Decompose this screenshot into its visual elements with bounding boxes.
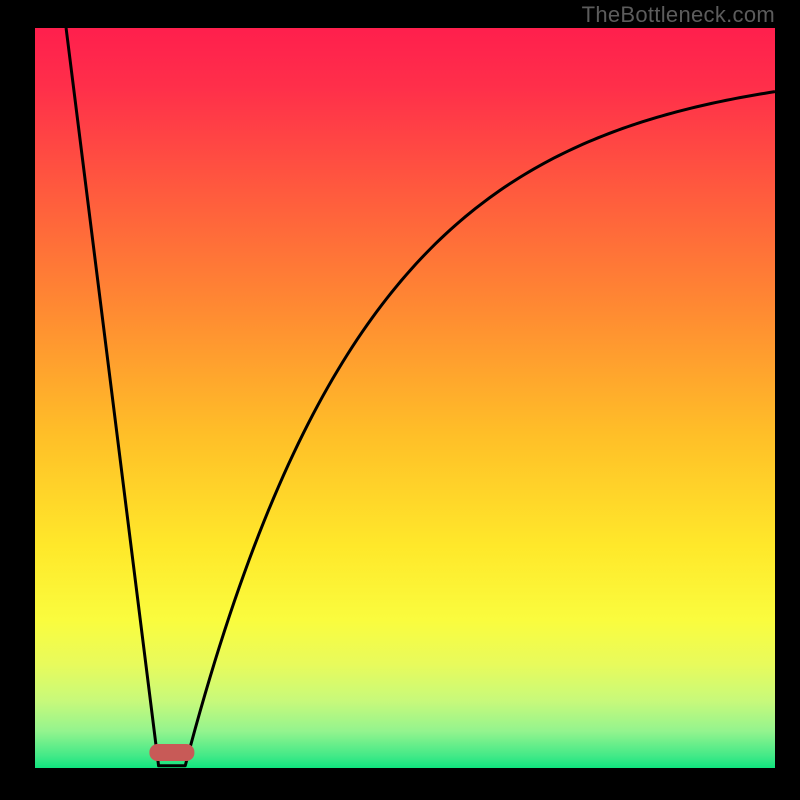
optimal-marker [149, 744, 194, 761]
bottleneck-chart [0, 0, 800, 800]
watermark-text: TheBottleneck.com [582, 2, 775, 28]
